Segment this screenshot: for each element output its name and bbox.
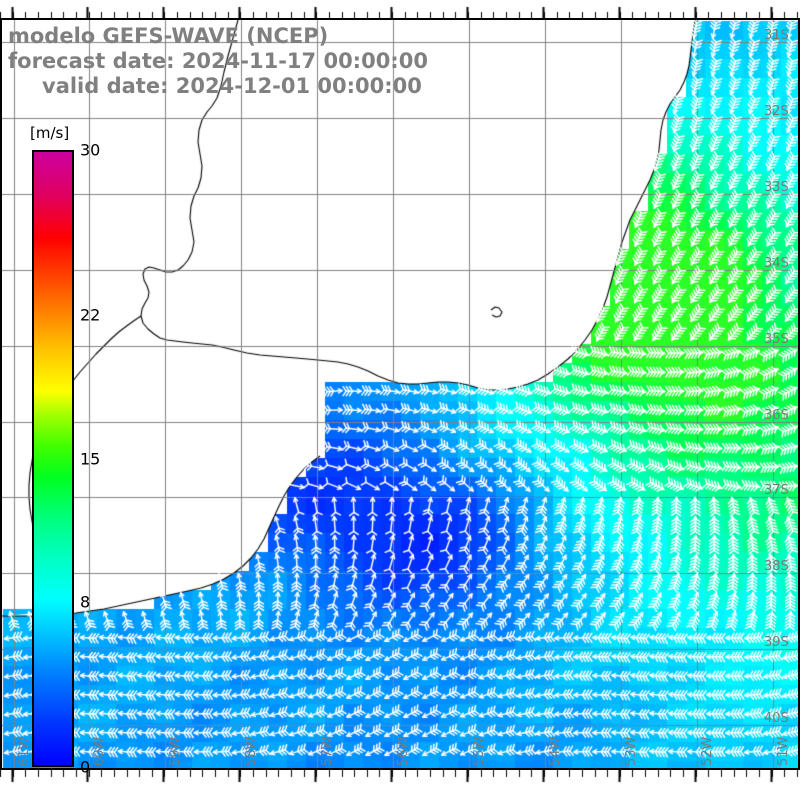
lat-tick-label: 33S: [764, 179, 789, 195]
lon-tick-label: 57W: [320, 736, 336, 766]
lon-tick-label: 61W: [16, 736, 32, 766]
lon-tick-label: 53W: [623, 736, 639, 766]
map-panel[interactable]: 61W 60W 59W 58W 57W 56W 55W 54W 53W 52W 51W 31S 32S…: [0, 18, 800, 770]
colorbar-gradient: [32, 150, 74, 767]
lat-tick-label: 32S: [764, 103, 789, 119]
colorbar-tick-label: 30: [80, 140, 101, 160]
colorbar-tick-label: 0: [80, 757, 91, 777]
lat-tick-label: 36S: [764, 407, 789, 423]
lon-tick-label: 56W: [396, 736, 411, 766]
lon-tick-label: 60W: [92, 736, 108, 766]
windspeed-raster-layer: [2, 20, 798, 768]
lon-tick-label: 55W: [471, 736, 487, 766]
lon-tick-label: 52W: [699, 736, 715, 766]
colorbar-tick-label: 22: [80, 305, 101, 325]
lat-tick-label: 35S: [764, 331, 789, 347]
lon-tick-label: 54W: [547, 736, 563, 766]
lon-tick-label: 58W: [244, 736, 260, 766]
lon-tick-label: 59W: [168, 736, 184, 766]
colorbar-tick-label: 15: [80, 449, 101, 468]
lon-tick-label: 51W: [775, 736, 791, 766]
colorbar-unit-label: [m/s]: [30, 124, 70, 142]
top-tick-ruler: [0, 0, 800, 18]
lat-tick-label: 38S: [764, 559, 789, 575]
lat-tick-label: 31S: [764, 28, 789, 43]
lat-tick-label: 37S: [764, 483, 789, 499]
bottom-tick-ruler: [0, 770, 800, 800]
lat-tick-label: 39S: [764, 635, 789, 651]
colorbar-tick-label: 8: [80, 592, 91, 612]
lat-tick-label: 40S: [764, 711, 789, 727]
lat-tick-label: 34S: [764, 255, 789, 271]
